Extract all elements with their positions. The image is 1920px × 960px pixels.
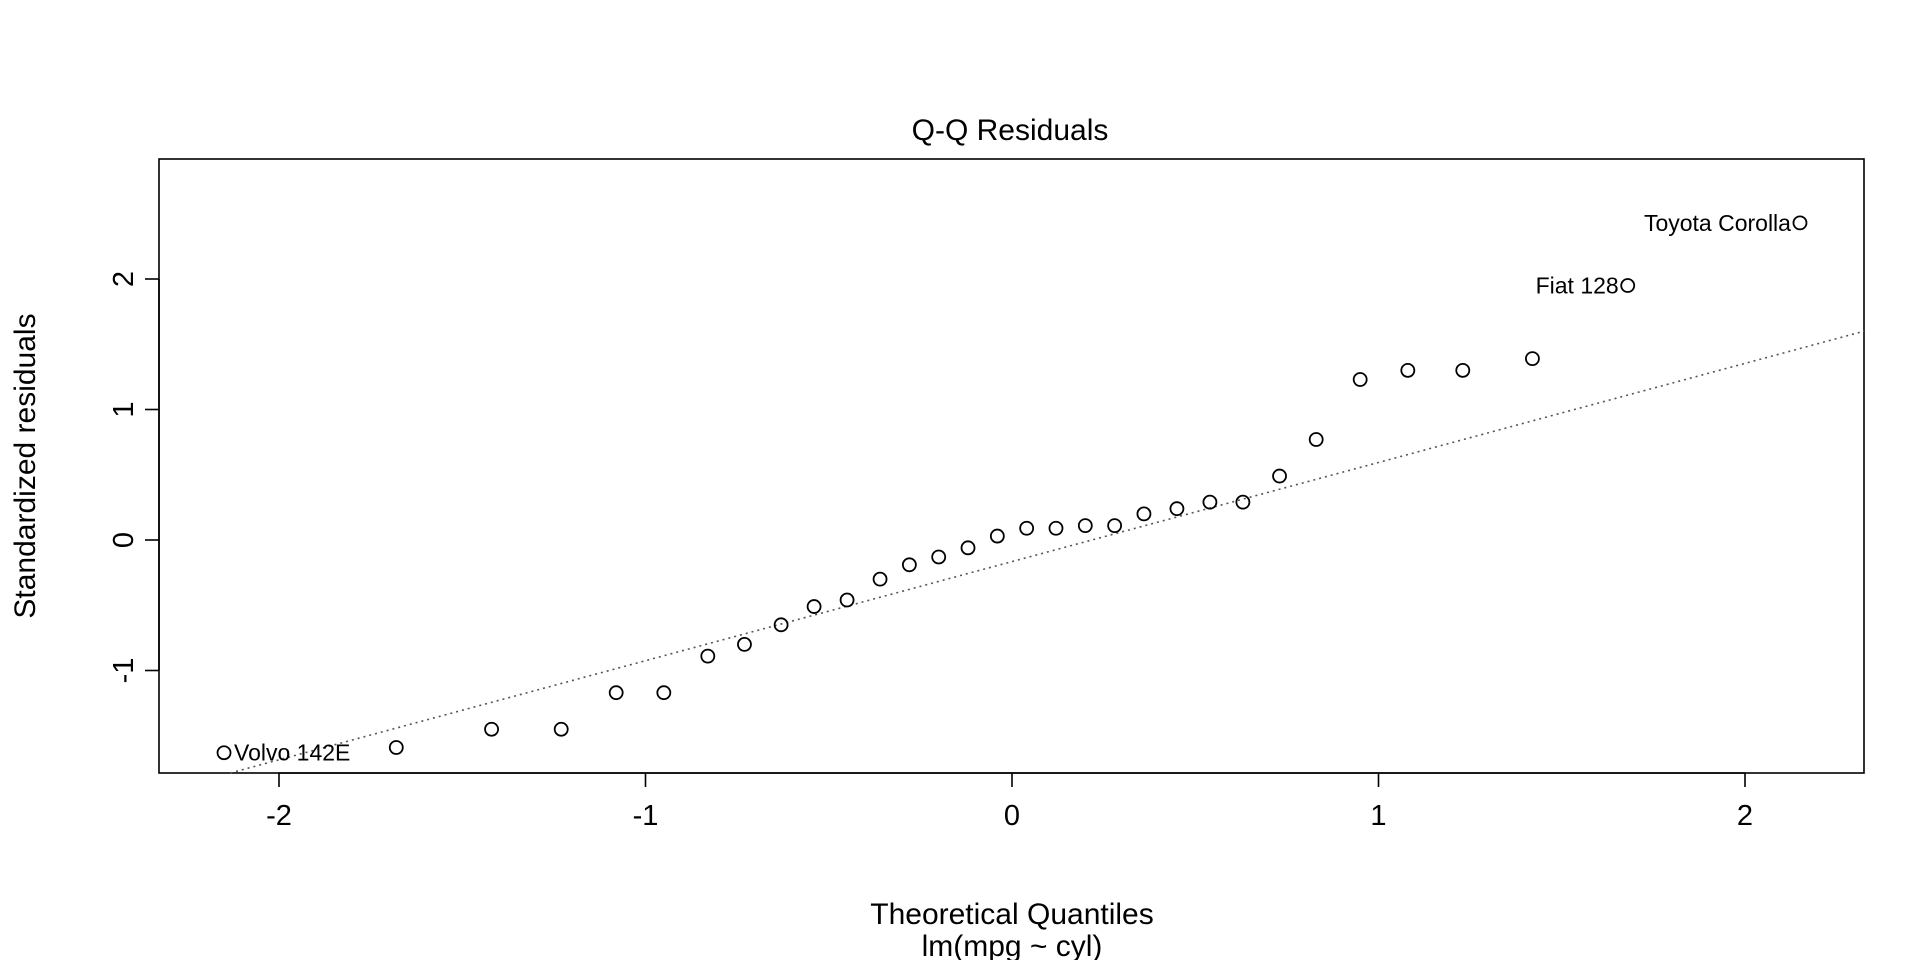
data-point <box>960 540 976 556</box>
chart-subtitle: lm(mpg ~ cyl) <box>922 930 1103 960</box>
data-point <box>1352 372 1368 387</box>
qq-reference-line <box>230 330 1865 774</box>
data-point <box>1308 432 1324 447</box>
y-tick-label: 1 <box>108 401 140 417</box>
data-point <box>700 648 716 664</box>
plot-frame <box>158 158 1865 774</box>
x-tick-label: 1 <box>1370 800 1386 832</box>
x-tick-label: -2 <box>266 800 292 832</box>
data-point <box>1107 518 1123 534</box>
data-point <box>1455 362 1471 378</box>
data-point <box>806 599 822 614</box>
x-axis: -2 -1 0 1 2 <box>266 772 1753 832</box>
point-label: Toyota Corolla <box>1644 210 1791 236</box>
y-tick-label: -1 <box>108 658 140 684</box>
data-point <box>1235 494 1251 510</box>
data-point <box>872 571 888 587</box>
data-point <box>216 745 232 761</box>
data-point <box>484 721 499 737</box>
x-tick-label: -1 <box>633 800 659 832</box>
data-point <box>388 740 404 755</box>
data-point <box>989 528 1005 544</box>
x-tick-label: 2 <box>1737 800 1753 832</box>
chart-title: Q-Q Residuals <box>912 114 1109 147</box>
data-point <box>1525 351 1540 367</box>
data-point <box>656 685 672 701</box>
y-tick-label: 2 <box>108 271 140 287</box>
data-point <box>1077 518 1093 534</box>
data-point <box>737 637 752 652</box>
y-tick-label: 0 <box>108 532 140 548</box>
y-axis-label: Standardized residuals <box>9 313 42 618</box>
point-label: Fiat 128 <box>1536 273 1619 299</box>
data-point <box>901 557 917 573</box>
x-tick-label: 0 <box>1004 800 1020 832</box>
data-point <box>773 617 789 633</box>
data-point <box>1136 506 1152 522</box>
data-point <box>1019 520 1035 536</box>
data-point <box>1169 501 1185 517</box>
y-axis: -1 0 1 2 <box>108 271 160 684</box>
data-point <box>1792 215 1808 231</box>
x-axis-label: Theoretical Quantiles <box>870 898 1153 931</box>
data-point <box>1400 362 1416 378</box>
data-point <box>1620 278 1636 293</box>
data-point <box>1272 468 1287 484</box>
data-point <box>608 685 624 701</box>
point-label: Volvo 142E <box>234 740 350 766</box>
data-point <box>553 721 569 737</box>
data-point <box>1048 520 1064 536</box>
data-point <box>1202 494 1218 510</box>
data-point <box>839 592 855 608</box>
data-point <box>931 549 947 565</box>
data-points: Volvo 142E Fiat 128 Toyota Corolla <box>216 210 1808 766</box>
